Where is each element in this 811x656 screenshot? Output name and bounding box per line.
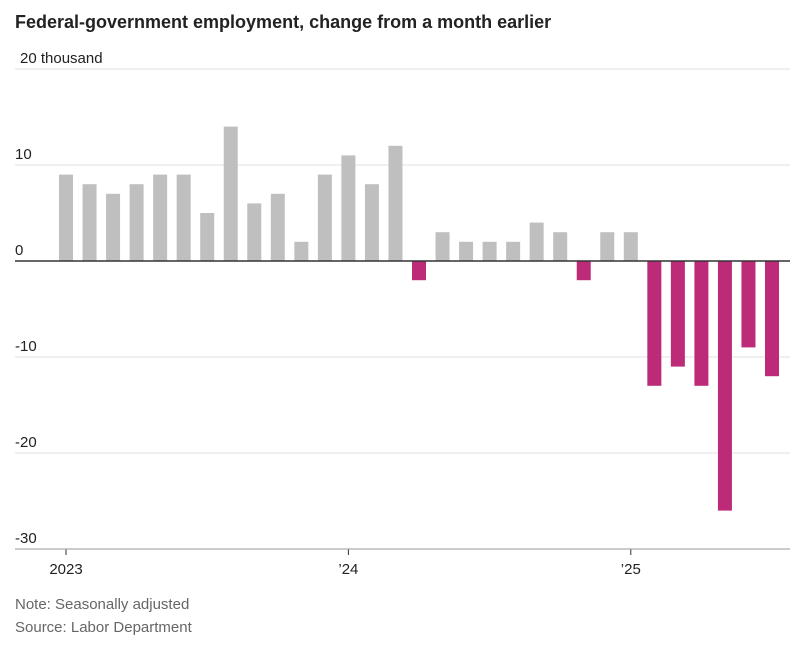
bar <box>317 174 332 261</box>
bar <box>741 261 756 348</box>
bar <box>623 232 638 261</box>
bar <box>647 261 662 386</box>
bar <box>670 261 685 367</box>
bar <box>435 232 450 261</box>
chart-title: Federal-government employment, change fr… <box>15 12 551 32</box>
bar <box>176 174 191 261</box>
bar <box>247 203 262 261</box>
note: Note: Seasonally adjusted <box>15 596 189 613</box>
bar <box>223 126 238 261</box>
y-tick-label: -10 <box>15 338 37 355</box>
bar <box>388 145 403 261</box>
bar <box>82 184 97 261</box>
bar <box>106 193 121 261</box>
y-tick-label: 20 thousand <box>20 50 103 67</box>
bar <box>482 241 497 261</box>
x-tick-label: ’24 <box>338 561 358 578</box>
bar <box>717 261 732 511</box>
source: Source: Labor Department <box>15 619 193 636</box>
bar <box>529 222 544 261</box>
bar <box>765 261 779 377</box>
bar <box>294 241 309 261</box>
bar <box>129 184 144 261</box>
bar <box>459 241 474 261</box>
y-tick-label: -30 <box>15 530 37 547</box>
bar <box>341 155 356 261</box>
bar <box>694 261 709 386</box>
x-tick-label: 2023 <box>49 561 82 578</box>
bar <box>270 193 285 261</box>
bar <box>153 174 168 261</box>
bar <box>600 232 615 261</box>
bar <box>200 213 215 261</box>
y-tick-label: 0 <box>15 242 23 259</box>
bar <box>412 261 426 281</box>
bar <box>59 174 73 261</box>
bar <box>506 241 521 261</box>
y-tick-label: 10 <box>15 146 32 163</box>
bar <box>553 232 568 261</box>
bar <box>576 261 591 281</box>
x-tick-label: ’25 <box>621 561 641 578</box>
bar <box>364 184 379 261</box>
y-tick-label: -20 <box>15 434 37 451</box>
